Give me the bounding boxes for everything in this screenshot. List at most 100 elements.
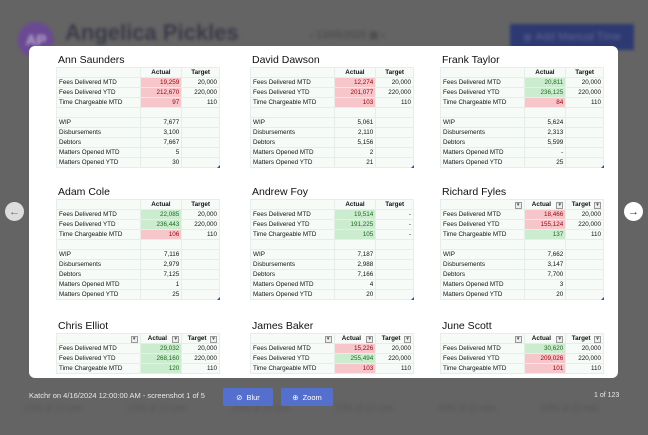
kpi-table: Actual Target Fees Delivered MTD 19,259 20,0… [56, 67, 220, 168]
table-row: Matters Opened YTD 20 [250, 289, 414, 300]
actual-value: 5,599 [523, 137, 567, 148]
filter-dropdown-icon[interactable]: ▾ [172, 335, 180, 343]
actual-value: 1 [139, 279, 183, 290]
table-row: Debtors 5,599 [440, 137, 604, 148]
resize-handle-icon [217, 165, 220, 168]
row-label: Debtors [250, 137, 335, 148]
table-row: Fees Delivered MTD 19,259 20,000 [56, 77, 220, 88]
row-label: WIP [56, 117, 141, 128]
filter-dropdown-icon[interactable]: ▾ [366, 335, 374, 343]
target-value [375, 117, 414, 128]
row-label: Fees Delivered MTD [56, 343, 141, 354]
row-label: Time Chargeable MTD [250, 97, 335, 108]
row-label: Time Chargeable MTD [440, 363, 525, 374]
target-value: 110 [565, 363, 604, 374]
screenshot-count: 1 of 123 [594, 392, 620, 399]
target-value: 20,000 [375, 343, 414, 354]
actual-value: 2,988 [333, 259, 377, 270]
employee-name: Frank Taylor [442, 54, 500, 66]
filter-dropdown-icon[interactable]: ▾ [594, 201, 601, 209]
actual-value: 20 [333, 289, 377, 300]
row-label: Fees Delivered YTD [250, 219, 335, 230]
filter-dropdown-icon[interactable]: ▾ [210, 335, 217, 343]
actual-header: Actual [345, 69, 365, 76]
target-header: Target [571, 200, 591, 208]
table-row: Matters Opened YTD 25 [56, 289, 220, 300]
footer-item: 10% of 10 min [438, 403, 496, 413]
actual-value [523, 239, 567, 250]
kpi-table: ▾ Actual ▾ Target ▾ Fees Delivered MTD 30,620 2… [440, 333, 604, 374]
target-value [565, 259, 604, 270]
actual-value: 103 [333, 363, 377, 374]
target-value: 110 [375, 363, 414, 374]
filter-dropdown-icon[interactable]: ▾ [556, 201, 564, 209]
next-arrow-icon[interactable]: → [624, 202, 643, 221]
actual-value: 7,662 [523, 249, 567, 260]
target-value [375, 289, 414, 300]
zoom-icon: ⊕ [292, 392, 299, 402]
target-value [565, 157, 604, 168]
row-label: Time Chargeable MTD [250, 363, 335, 374]
actual-header: Actual [147, 334, 168, 342]
kpi-table: ▾ Actual ▾ Target ▾ Fees Delivered MTD 15,226 2… [250, 333, 414, 374]
target-header: Target [191, 69, 211, 76]
zoom-button[interactable]: ⊕ Zoom [281, 388, 333, 406]
filter-dropdown-icon[interactable]: ▾ [594, 335, 601, 343]
row-label: Fees Delivered YTD [56, 219, 141, 230]
table-row: Disbursements 2,313 [440, 127, 604, 138]
actual-value: 191,225 [333, 219, 377, 230]
row-label: Fees Delivered MTD [56, 209, 141, 220]
filter-dropdown-icon[interactable]: ▾ [514, 201, 522, 209]
actual-value: 97 [139, 97, 183, 108]
table-row: Fees Delivered YTD 201,077 220,000 [250, 87, 414, 98]
row-label: Debtors [440, 269, 525, 280]
target-header: Target [385, 69, 405, 76]
table-row: Fees Delivered YTD 191,225- [250, 219, 414, 230]
filter-dropdown-icon[interactable]: ▾ [324, 335, 332, 343]
blur-button[interactable]: ⊘ Blur [223, 388, 273, 406]
employee-card: James Baker ▾ Actual ▾ Target ▾ Fees Delivered… [250, 320, 414, 374]
filter-dropdown-icon[interactable]: ▾ [130, 335, 138, 343]
row-label: Disbursements [440, 127, 525, 138]
kpi-table: Actual Target Fees Delivered MTD 22,085 20,0… [56, 199, 220, 300]
actual-value: 22,085 [139, 209, 183, 220]
row-label: Debtors [56, 269, 141, 280]
table-row: Matters Opened YTD 25 [440, 157, 604, 168]
table-row [440, 239, 604, 250]
target-value: 220,000 [375, 353, 414, 364]
actual-header: Actual [151, 201, 171, 208]
actual-header: Actual [151, 69, 171, 76]
target-value [375, 107, 414, 118]
footer-item: 10% of 10 min [335, 403, 393, 413]
actual-value [333, 107, 377, 118]
table-row: Disbursements 3,100 [56, 127, 220, 138]
target-value [181, 107, 220, 118]
actual-value: 236,443 [139, 219, 183, 230]
table-header: Actual Target [250, 67, 414, 78]
target-value: 220,000 [565, 353, 604, 364]
table-row: Time Chargeable MTD 103 110 [250, 97, 414, 108]
row-label: Matters Opened YTD [250, 157, 335, 168]
table-row: Fees Delivered MTD 22,085 20,000 [56, 209, 220, 220]
zoom-label: Zoom [302, 392, 322, 402]
table-row: Time Chargeable MTD 106 110 [56, 229, 220, 240]
resize-handle-icon [601, 297, 604, 300]
kpi-table: Actual Target Fees Delivered MTD 20,811 20,0… [440, 67, 604, 168]
filter-dropdown-icon[interactable]: ▾ [404, 335, 411, 343]
row-label: Matters Opened MTD [56, 147, 141, 158]
table-row: Matters Opened MTD 3 [440, 279, 604, 290]
row-label: Fees Delivered YTD [250, 353, 335, 364]
previous-arrow-icon[interactable]: ← [5, 202, 24, 221]
table-row: Fees Delivered YTD 155,124 220,000 [440, 219, 604, 230]
employee-name: Ann Saunders [58, 54, 125, 66]
row-label: WIP [250, 249, 335, 260]
actual-value: 15,226 [333, 343, 377, 354]
table-row: Debtors 7,125 [56, 269, 220, 280]
target-value: 20,000 [181, 209, 220, 220]
target-value [181, 279, 220, 290]
employee-name: Adam Cole [58, 186, 110, 198]
filter-dropdown-icon[interactable]: ▾ [556, 335, 564, 343]
actual-header: Actual [341, 334, 362, 342]
table-row: Debtors 7,700 [440, 269, 604, 280]
filter-dropdown-icon[interactable]: ▾ [514, 335, 522, 343]
